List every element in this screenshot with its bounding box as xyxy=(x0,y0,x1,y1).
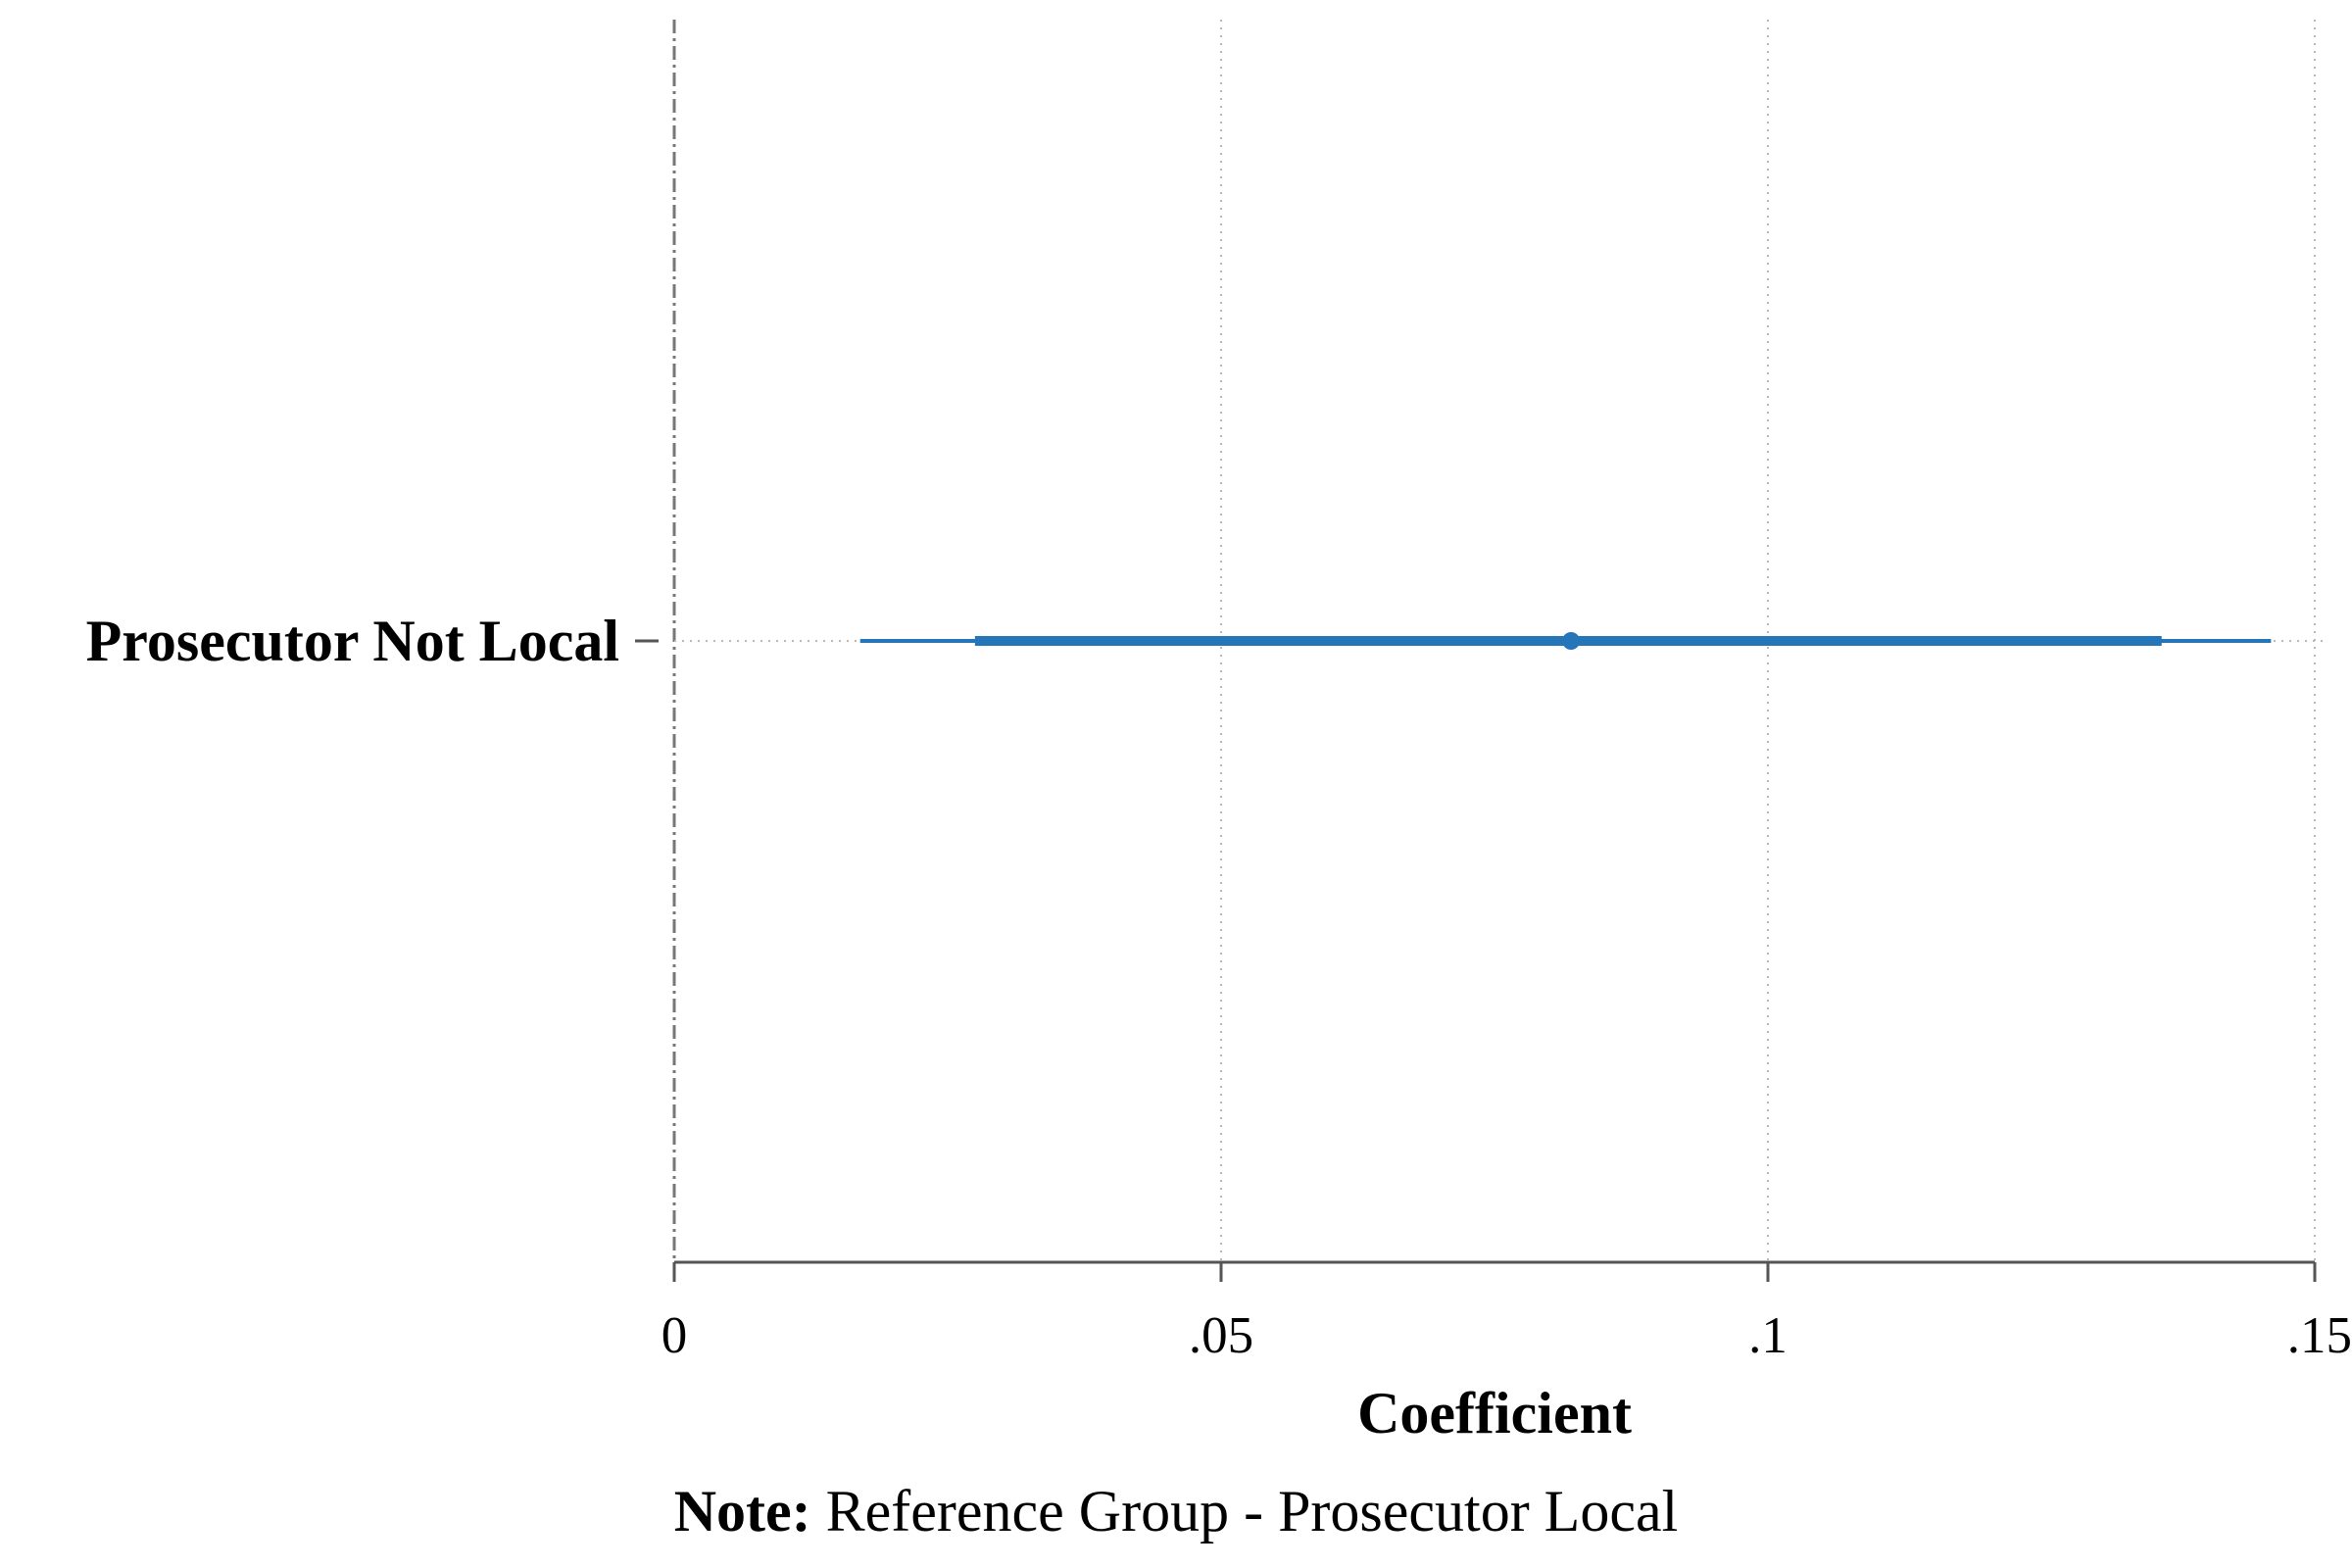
x-axis: 0 .05 .1 .15 xyxy=(662,1260,2352,1364)
x-tick-label-1: .05 xyxy=(1189,1307,1253,1364)
note-text: Reference Group - Prosecutor Local xyxy=(811,1479,1679,1544)
chart-note: Note: Reference Group - Prosecutor Local xyxy=(674,1479,1679,1544)
x-tick-label-3: .15 xyxy=(2287,1307,2352,1364)
point-estimate xyxy=(1562,632,1581,650)
x-tick-label-2: .1 xyxy=(1748,1307,1788,1364)
category-label: Prosecutor Not Local xyxy=(86,609,619,673)
note-label: Note: xyxy=(674,1479,811,1544)
x-axis-title: Coefficient xyxy=(1357,1381,1632,1446)
x-tick-label-0: 0 xyxy=(662,1307,688,1364)
confidence-intervals xyxy=(859,632,2272,650)
